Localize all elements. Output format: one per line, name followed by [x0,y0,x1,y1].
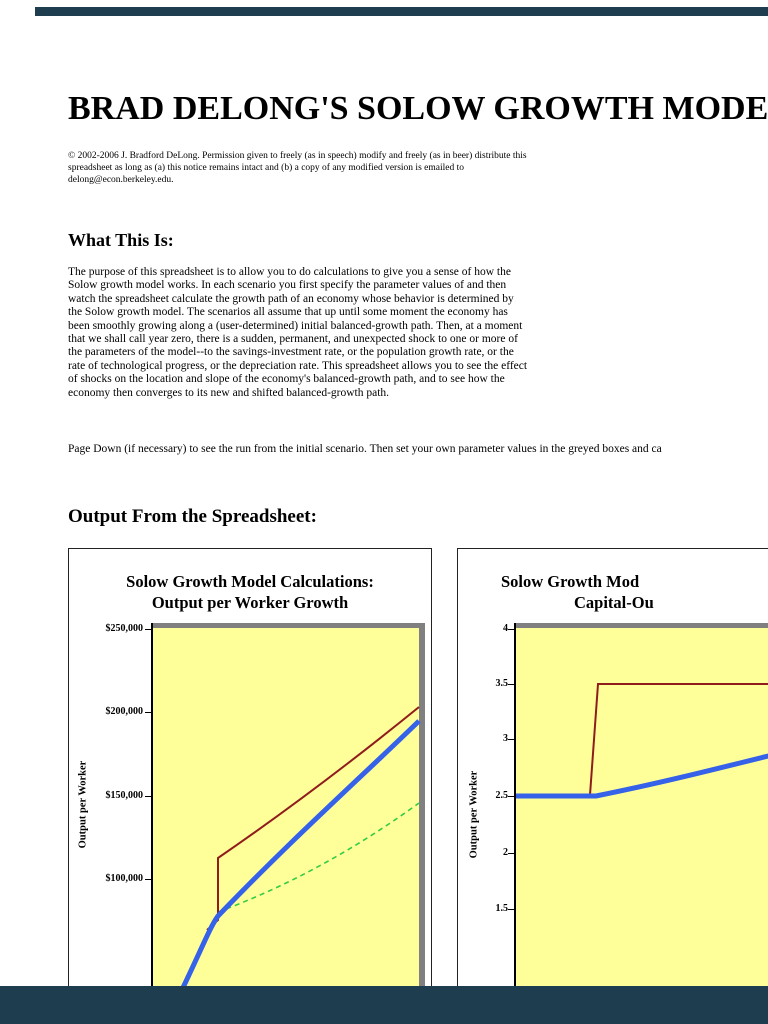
chart2-tickmark [508,739,514,740]
chart1-actual-line [176,719,421,998]
chart1-plot-right-frame [419,623,425,989]
chart-capital-output-ratio: Solow Growth Mod Capital-Ou 4 3.5 3 2.5 … [457,548,768,989]
chart2-actual-line [516,753,768,799]
chart1-y-axis [151,623,153,989]
chart2-tickmark [508,909,514,910]
chart1-new-path-line [206,706,420,931]
chart2-title-line1: Solow Growth Mod [501,572,640,591]
copyright-notice: © 2002-2006 J. Bradford DeLong. Permissi… [68,151,527,185]
chart2-ytick-4: 4 [503,623,508,634]
chart2-balanced-path-line [516,683,768,796]
chart2-y-axis [514,623,516,989]
section-heading-output: Output From the Spreadsheet: [68,506,317,527]
chart1-tickmark [145,712,151,713]
chart1-tickmark [145,796,151,797]
chart2-tickmark [508,853,514,854]
chart1-ytick-200000: $200,000 [105,706,144,717]
page-down-note: Page Down (if necessary) to see the run … [68,443,662,455]
section-heading-what-this-is: What This Is: [68,230,174,250]
chart1-plot-top-frame [153,623,425,628]
viewer-background-strip-bottom [0,986,768,1024]
chart1-old-path-line [217,802,420,913]
chart1-series-lines [176,706,421,998]
chart2-ytick-3: 3 [503,733,508,744]
chart1-title-line1: Solow Growth Model Calculations: [126,572,374,591]
chart2-ytick-2: 2 [503,847,508,858]
what-this-is-paragraph: The purpose of this spreadsheet is to al… [68,266,528,399]
chart2-title: Solow Growth Mod Capital-Ou [458,571,656,613]
chart2-ytick-2-5: 2.5 [495,790,509,801]
chart1-ytick-100000: $100,000 [105,873,144,884]
chart2-tickmark [508,629,514,630]
chart2-plot-top-frame [516,623,768,628]
chart2-series-lines [516,683,768,799]
chart2-ytick-3-5: 3.5 [495,678,509,689]
chart-output-per-worker: Solow Growth Model Calculations: Output … [68,548,432,998]
chart1-title: Solow Growth Model Calculations: Output … [69,571,431,613]
page-title: BRAD DELONG'S SOLOW GROWTH MODEL [68,90,768,127]
chart2-tickmark [508,684,514,685]
chart2-tickmark [508,796,514,797]
chart1-tickmark [145,629,151,630]
chart1-plot-area [153,628,419,989]
chart1-y-axis-label: Output per Worker [77,760,89,849]
chart2-title-line2: Capital-Ou [574,593,654,612]
chart1-ytick-150000: $150,000 [105,790,144,801]
chart1-tickmark [145,879,151,880]
chart1-title-line2: Output per Worker Growth [151,593,349,612]
chart2-ytick-1-5: 1.5 [495,903,509,914]
viewer-background-strip-top [35,7,768,16]
chart2-y-axis-label: Output per Worker [468,770,480,859]
chart1-ytick-250000: $250,000 [105,623,144,634]
chart2-plot-area [516,628,768,989]
